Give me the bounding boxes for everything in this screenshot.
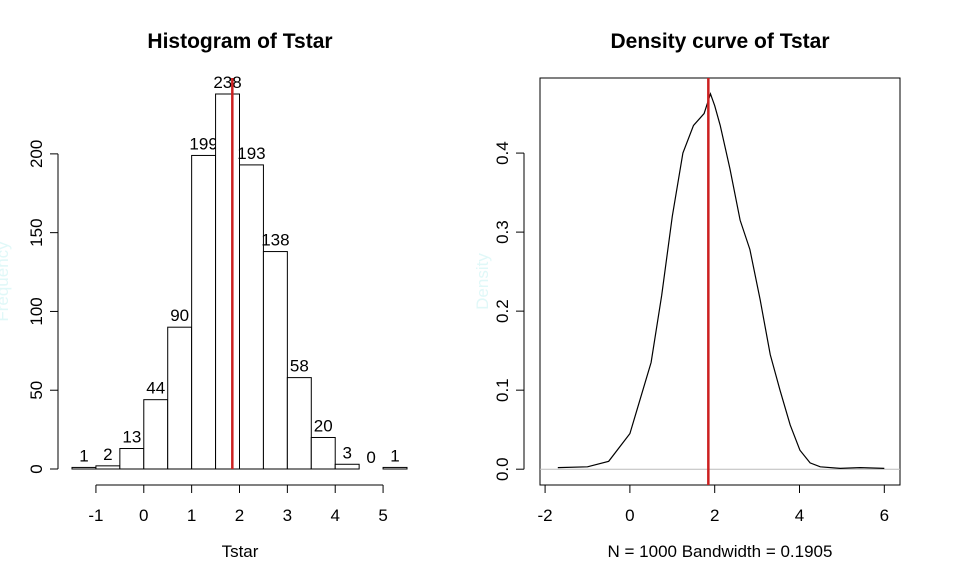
data-label: 138 xyxy=(261,231,289,250)
data-label: 238 xyxy=(213,73,241,92)
data-label: 1 xyxy=(390,446,399,465)
y-tick-label: 0.2 xyxy=(493,299,512,323)
bar xyxy=(167,326,193,470)
bar xyxy=(310,436,336,470)
data-label: 193 xyxy=(237,144,265,163)
x-tick-label: 0 xyxy=(139,506,148,525)
x-tick-label: 6 xyxy=(880,506,889,525)
bar xyxy=(215,93,240,470)
y-tick-label: 200 xyxy=(27,140,46,168)
bar xyxy=(262,251,288,470)
x-tick-label: 5 xyxy=(378,506,387,525)
bar xyxy=(119,448,145,470)
data-label: 1 xyxy=(79,446,88,465)
data-label: 44 xyxy=(146,379,165,398)
y-tick-label: 0.4 xyxy=(493,141,512,165)
y-tick-label: 0 xyxy=(27,464,46,473)
bar xyxy=(382,466,408,470)
y-tick-label: 150 xyxy=(27,218,46,246)
chart-title: Histogram of Tstar xyxy=(147,30,332,53)
data-label: 3 xyxy=(342,443,351,462)
y-axis-label: Frequency xyxy=(0,241,12,322)
data-label: 13 xyxy=(122,428,141,447)
bar xyxy=(143,399,169,470)
bar xyxy=(286,377,312,470)
y-tick-label: 50 xyxy=(27,381,46,400)
y-tick-label: 0.1 xyxy=(493,378,512,402)
density-line xyxy=(557,91,885,470)
x-tick-label: -1 xyxy=(88,506,103,525)
data-label: 58 xyxy=(290,357,309,376)
plot-box xyxy=(539,77,901,486)
x-tick-label: 2 xyxy=(235,506,244,525)
y-axis-label: Density xyxy=(473,253,492,310)
data-label: 0 xyxy=(366,448,375,467)
y-tick-label: 0.3 xyxy=(493,220,512,244)
x-tick-label: 3 xyxy=(283,506,292,525)
data-label: 2 xyxy=(103,445,112,464)
x-tick-label: 1 xyxy=(187,506,196,525)
y-tick-label: 100 xyxy=(27,297,46,325)
x-tick-label: 0 xyxy=(625,506,634,525)
bar xyxy=(334,463,360,470)
x-tick-label: -2 xyxy=(538,506,553,525)
x-tick-label: 2 xyxy=(710,506,719,525)
bar xyxy=(71,466,97,470)
bar xyxy=(95,465,121,470)
bar xyxy=(191,154,217,470)
bar xyxy=(239,164,264,470)
x-axis-label: N = 1000 Bandwidth = 0.1905 xyxy=(608,542,833,561)
chart-title: Density curve of Tstar xyxy=(610,30,829,53)
x-tick-label: 4 xyxy=(795,506,804,525)
data-label: 199 xyxy=(189,134,217,153)
y-tick-label: 0.0 xyxy=(493,457,512,481)
x-tick-label: 4 xyxy=(330,506,339,525)
data-label: 20 xyxy=(314,416,333,435)
x-axis-label: Tstar xyxy=(222,542,259,561)
data-label: 90 xyxy=(170,306,189,325)
